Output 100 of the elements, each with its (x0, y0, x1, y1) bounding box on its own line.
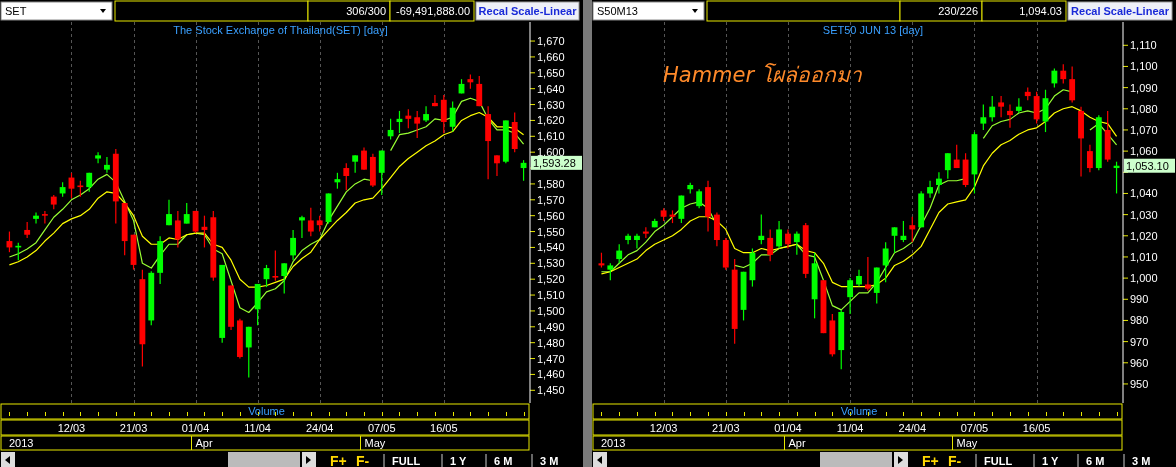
candlestick (1051, 67, 1058, 89)
candlestick (174, 210, 181, 249)
candlestick (343, 162, 350, 191)
x-tick-label: 24/04 (305, 422, 334, 434)
candlestick (767, 228, 774, 262)
x-tick-label: 12/03 (649, 422, 678, 434)
x-tick-label: 11/04 (836, 422, 864, 434)
text: 1 Y (450, 455, 467, 467)
y-tick-label: 950 (1130, 377, 1149, 390)
x-tick-label: 12/03 (57, 422, 86, 434)
x-tick-label: 07/05 (960, 422, 989, 434)
y-tick-label: 1,660 (537, 50, 565, 63)
candlestick (299, 215, 305, 239)
candlestick (1007, 103, 1013, 129)
candlestick (183, 202, 190, 225)
text: -69,491,888.00 (395, 5, 470, 17)
y-tick-label: 990 (1130, 293, 1149, 306)
text: S50M13 (597, 5, 638, 17)
candlestick (927, 180, 933, 199)
candlestick (944, 152, 951, 180)
candlestick (696, 188, 703, 209)
candlestick (440, 94, 447, 134)
candlestick (423, 105, 429, 123)
candlestick (864, 256, 871, 292)
candlestick (272, 250, 279, 282)
candlestick (980, 103, 987, 131)
x-tick-label: 16/05 (1022, 422, 1051, 434)
candlestick (104, 156, 110, 174)
candlestick (307, 207, 314, 237)
candlestick (891, 226, 898, 254)
y-tick-label: 1,040 (1130, 187, 1158, 200)
candlestick (989, 95, 996, 123)
candlestick (378, 149, 385, 196)
text: 306/300 (346, 5, 386, 17)
x-tick-label: 21/03 (119, 422, 148, 434)
candlestick (882, 241, 889, 283)
y-tick-label: 1,020 (1130, 229, 1158, 242)
text: 2013 (9, 437, 34, 449)
text: SET (5, 5, 27, 17)
candlestick (494, 154, 500, 177)
text: Volume (248, 405, 285, 417)
y-tick-label: 1,640 (537, 82, 565, 95)
text: 3 M (540, 455, 559, 467)
y-tick-label: 1,480 (537, 336, 565, 349)
x-tick-label: 16/05 (430, 422, 458, 434)
y-tick-label: 960 (1130, 356, 1149, 369)
y-tick-label: 970 (1130, 335, 1149, 348)
text: 1,593.28 (533, 156, 576, 169)
candlestick (909, 216, 916, 243)
y-tick-label: 1,600 (537, 146, 565, 159)
candlestick (290, 229, 297, 261)
x-tick-label: 01/04 (181, 422, 210, 434)
y-tick-label: 1,630 (537, 98, 565, 111)
y-tick-label: 1,530 (537, 257, 565, 270)
y-tick-label: 1,560 (537, 209, 565, 222)
candlestick (449, 100, 456, 133)
candlestick (847, 277, 854, 315)
candlestick (245, 326, 252, 379)
y-tick-label: 1,650 (537, 66, 565, 79)
text: May (364, 437, 386, 449)
annotation: Hammer โผล่ออกมา (663, 63, 863, 87)
y-tick-label: 1,080 (1130, 102, 1158, 115)
candlestick (900, 220, 907, 243)
y-tick-label: 1,490 (537, 320, 565, 333)
y-tick-label: 1,520 (537, 273, 565, 286)
text: Apr (788, 437, 806, 449)
y-tick-label: 1,060 (1130, 145, 1158, 158)
text: May (956, 437, 978, 449)
candlestick (616, 243, 623, 264)
text: 6 M (494, 455, 513, 467)
y-tick-label: 1,460 (537, 368, 565, 381)
candlestick (856, 269, 862, 288)
text: 3 M (1132, 455, 1151, 467)
candlestick (776, 220, 782, 250)
candlestick (33, 211, 39, 225)
y-tick-label: 1,610 (537, 130, 565, 143)
y-tick-label: 1,570 (537, 193, 565, 206)
candlestick (166, 199, 172, 226)
candlestick (625, 233, 632, 245)
candlestick (414, 110, 421, 139)
chart-title: SET50 JUN 13 [day] (822, 24, 924, 36)
candlestick (634, 233, 640, 250)
x-tick-label: 24/04 (898, 422, 927, 434)
candlestick (352, 154, 359, 174)
candlestick (432, 94, 438, 107)
chart-title: The Stock Exchange of Thailand(SET) [day] (173, 24, 388, 36)
candlestick (998, 95, 1005, 118)
y-tick-label: 1,540 (537, 241, 565, 254)
y-tick-label: 1,670 (537, 35, 565, 48)
text: FULL (984, 455, 1013, 467)
candlestick (405, 108, 412, 129)
candlestick (1069, 65, 1076, 104)
line-series (8, 111, 525, 288)
candlestick (387, 118, 394, 141)
candlestick (793, 230, 800, 256)
candlestick (785, 228, 791, 250)
text: 2013 (601, 437, 626, 449)
candlestick (281, 262, 288, 295)
y-tick-label: 980 (1130, 314, 1149, 327)
x-tick-label: 01/04 (774, 422, 802, 434)
